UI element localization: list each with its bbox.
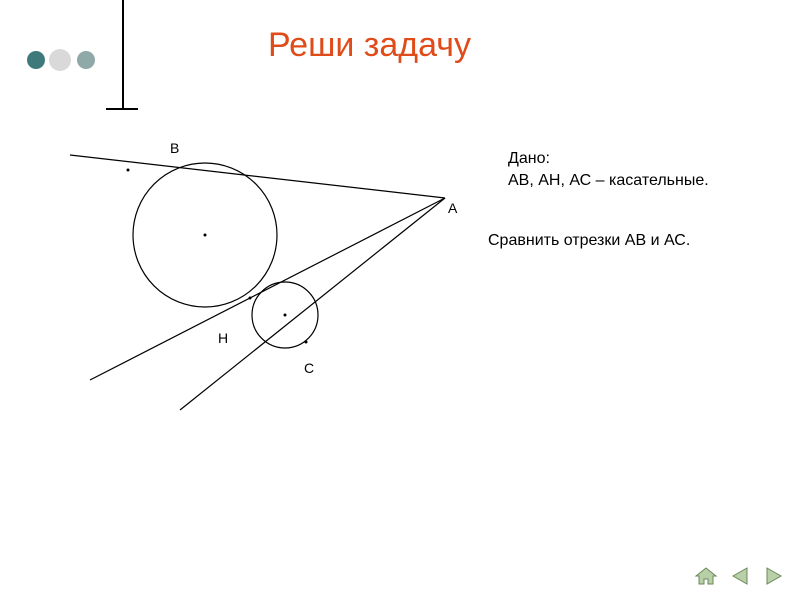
label-a: А	[448, 200, 457, 216]
dot-h	[249, 297, 252, 300]
geometry-diagram	[60, 120, 480, 420]
nav-controls	[692, 564, 788, 588]
decorator-dot-1	[27, 51, 45, 69]
decorator-dot-2	[49, 49, 71, 71]
prev-button[interactable]	[726, 564, 754, 588]
decorator-line-horizontal	[106, 108, 138, 110]
line-ac	[180, 198, 445, 410]
decorator-line-vertical	[122, 0, 124, 110]
home-button[interactable]	[692, 564, 720, 588]
decorator-dot-3	[77, 51, 95, 69]
prev-icon	[729, 566, 751, 586]
given-heading: Дано:	[508, 148, 709, 170]
line-ah	[90, 198, 445, 380]
given-line-1: АВ, АН, АС – касательные.	[508, 170, 709, 192]
dot-big-center	[204, 234, 207, 237]
next-icon	[763, 566, 785, 586]
home-icon	[694, 566, 718, 586]
line-ab	[70, 155, 445, 198]
dot-c	[305, 341, 308, 344]
given-block: Дано: АВ, АН, АС – касательные.	[508, 148, 709, 193]
dot-small-center	[284, 314, 287, 317]
prompt-text: Сравнить отрезки АВ и АС.	[488, 230, 690, 252]
label-c: С	[304, 360, 314, 376]
dot-b-area	[127, 169, 130, 172]
label-h: Н	[218, 330, 228, 346]
page-title: Реши задачу	[268, 26, 471, 65]
label-b: В	[170, 140, 179, 156]
next-button[interactable]	[760, 564, 788, 588]
